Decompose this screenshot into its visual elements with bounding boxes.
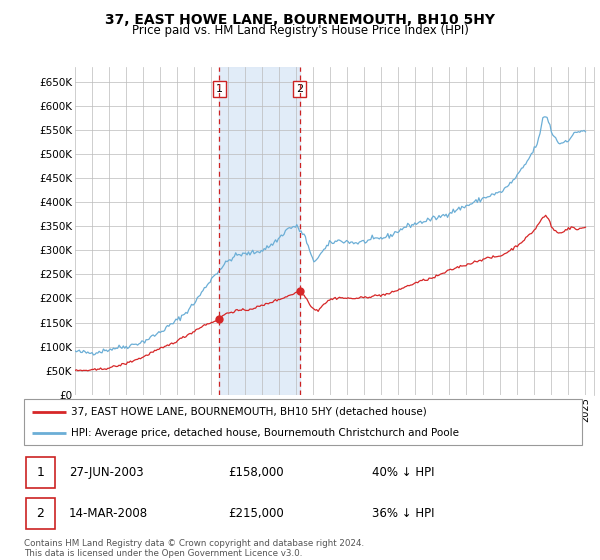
Text: 1: 1 — [216, 84, 223, 94]
Text: 37, EAST HOWE LANE, BOURNEMOUTH, BH10 5HY: 37, EAST HOWE LANE, BOURNEMOUTH, BH10 5H… — [105, 13, 495, 27]
Bar — [220, 67, 300, 395]
Text: 27-JUN-2003: 27-JUN-2003 — [69, 466, 143, 479]
Text: Contains HM Land Registry data © Crown copyright and database right 2024.
This d: Contains HM Land Registry data © Crown c… — [24, 539, 364, 558]
FancyBboxPatch shape — [24, 399, 582, 445]
Text: 40% ↓ HPI: 40% ↓ HPI — [372, 466, 434, 479]
Text: £215,000: £215,000 — [228, 507, 284, 520]
Text: 2: 2 — [37, 507, 44, 520]
Text: 14-MAR-2008: 14-MAR-2008 — [69, 507, 148, 520]
FancyBboxPatch shape — [26, 498, 55, 529]
Text: Price paid vs. HM Land Registry's House Price Index (HPI): Price paid vs. HM Land Registry's House … — [131, 24, 469, 36]
Text: 37, EAST HOWE LANE, BOURNEMOUTH, BH10 5HY (detached house): 37, EAST HOWE LANE, BOURNEMOUTH, BH10 5H… — [71, 407, 427, 417]
FancyBboxPatch shape — [26, 457, 55, 488]
Text: 2: 2 — [296, 84, 304, 94]
Text: 36% ↓ HPI: 36% ↓ HPI — [372, 507, 434, 520]
Text: 1: 1 — [37, 466, 44, 479]
Text: £158,000: £158,000 — [228, 466, 284, 479]
Text: HPI: Average price, detached house, Bournemouth Christchurch and Poole: HPI: Average price, detached house, Bour… — [71, 428, 460, 438]
